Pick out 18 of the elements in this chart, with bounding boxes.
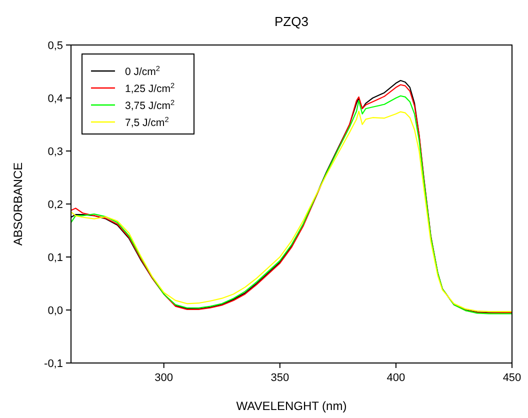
y-tick-label: 0,2 — [48, 199, 63, 211]
x-tick-label: 350 — [270, 372, 290, 384]
legend-label: 7,5 J/cm$^{2}$ — [125, 114, 169, 129]
x-tick-label: 300 — [154, 372, 174, 384]
legend-label: 3,75 J/cm$^{2}$ — [125, 98, 175, 112]
y-axis-title: ABSORBANCE — [11, 162, 25, 246]
x-axis-title: WAVELENGHT (nm) — [236, 399, 347, 413]
legend-label: 1,25 J/cm$^{2}$ — [125, 80, 175, 95]
y-tick-label: -0,1 — [44, 358, 63, 370]
legend-label: 0 J/cm$^{2}$ — [125, 64, 160, 78]
chart-title: PZQ3 — [274, 14, 308, 29]
x-tick-label: 450 — [502, 372, 522, 384]
y-tick-label: 0,4 — [48, 93, 63, 105]
y-tick-label: 0,0 — [48, 305, 63, 317]
y-tick-label: 0,3 — [48, 146, 63, 158]
y-tick-label: 0,1 — [48, 252, 63, 264]
x-tick-label: 400 — [386, 372, 406, 384]
y-tick-label: 0,5 — [48, 40, 63, 52]
